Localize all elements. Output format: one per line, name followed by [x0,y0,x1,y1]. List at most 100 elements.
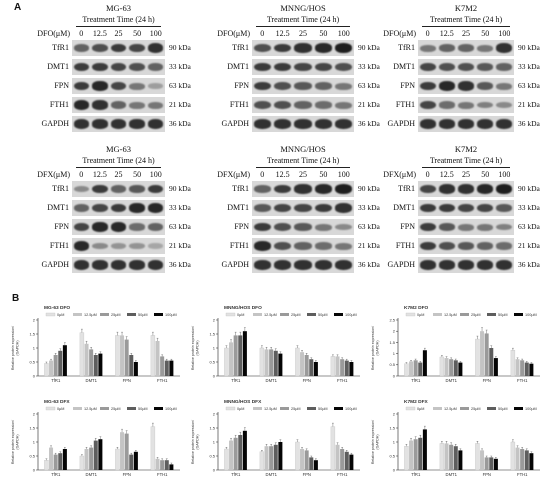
dose-value: 50 [481,170,490,179]
bar [520,360,525,376]
bar [489,457,494,470]
bar [242,430,247,470]
dose-axis-label: DFX(μM) [37,170,70,179]
legend-label: 25μM [291,407,301,411]
dose-value: 50 [319,170,328,179]
bar [155,458,160,470]
blot-band [438,119,455,129]
kda-label: 21 kDa [169,100,191,109]
blot-band [273,241,292,251]
protein-label: DMT1 [227,203,249,212]
blot-band [438,44,455,52]
bar [238,335,243,376]
bar [233,437,238,470]
y-tick-label: 2 [213,317,216,322]
blot-band [314,203,333,213]
blot-band [273,119,292,129]
bar [238,435,243,470]
blot-band [496,43,513,53]
blot-band [147,119,164,129]
legend-label: 100μM [345,313,357,317]
blot-band [273,62,292,72]
kda-label: 33 kDa [358,62,380,71]
bar [160,356,165,376]
category-label: TfR1 [411,378,421,383]
legend-swatch [334,313,343,316]
blot-band [147,260,164,270]
protein-label: TfR1 [52,184,69,193]
blot-band [477,63,494,71]
cell-line-title: MNNG/HOS [280,144,326,154]
bar [53,355,58,376]
bar [115,335,120,377]
blot-band [438,81,455,91]
legend-label: 12.5μM [264,313,277,317]
legend-swatch [45,406,56,411]
treatment-label: Treatment Time (24 h) [82,15,155,24]
dose-axis-label: DFO(μM) [37,29,70,38]
protein-label: DMT1 [47,203,69,212]
legend-label: 50μM [138,407,148,411]
bar [304,355,309,376]
western-blot-3: MG-63 Treatment Time (24 h) DFX(μM) 0 12.5 25… [0,145,191,285]
blot-band [73,44,90,52]
blot-band [92,260,108,270]
legend-label: 50μM [498,313,508,317]
treatment-label: Treatment Time (24 h) [82,156,155,165]
bar [273,350,278,376]
blot-band [294,82,312,90]
bar [418,362,423,376]
bar [295,441,300,471]
blot-band [438,184,455,194]
bar [418,437,423,470]
category-label: FPN [483,378,491,383]
blot-band [73,185,90,193]
bar [150,426,156,471]
blot-band [147,43,164,53]
protein-label: DMT1 [47,62,69,71]
bar [493,358,498,376]
kda-label: 90 kDa [169,184,191,193]
blot-band [273,260,292,270]
y-tick-label: 1.5 [389,425,395,430]
kda-label: 21 kDa [169,241,191,250]
y-axis-label: Relative protein expression/ [371,420,375,464]
blot-strip [418,219,514,235]
bar [335,356,340,376]
protein-label: FPN [54,222,69,231]
blot-band [273,184,292,194]
blot-strip [72,181,165,197]
panel-label-a: A [14,2,22,13]
protein-label: GAPDH [41,119,69,128]
blot-band [92,184,108,194]
bar [79,455,85,471]
blot-band [129,185,145,193]
bar-chart-1: MNNG/HOS DFO 0μM 12.5μM 25μM 50μM 100μM Relati… [188,300,364,391]
y-tick-label: 0.5 [29,453,35,458]
y-axis-label: (GAPDH) [196,434,200,449]
bar [458,450,463,470]
kda-label: 90 kDa [358,43,380,52]
panel-label-b: B [12,293,20,304]
blot-band [477,242,494,250]
blot-band [335,82,353,90]
legend-swatch [487,313,496,316]
bar [269,446,274,470]
bar [133,451,138,470]
legend-label: 50μM [498,407,508,411]
blot-strip [418,257,514,273]
bar [439,443,445,471]
protein-label: GAPDH [221,260,249,269]
kda-label: 63 kDa [169,81,191,90]
bar [269,349,274,376]
y-tick-label: 0 [213,373,216,378]
bar [129,454,134,470]
bar-chart-3: MG-63 DFX 0μM 12.5μM 25μM 50μM 100μM Relative … [8,394,184,485]
category-label: TfR1 [231,378,241,383]
dose-value: 0 [260,170,265,179]
bar [524,450,529,470]
blot-band [335,242,353,250]
kda-label: 36 kDa [358,119,380,128]
category-label: DMT1 [266,378,278,383]
legend-label: 100μM [525,407,537,411]
